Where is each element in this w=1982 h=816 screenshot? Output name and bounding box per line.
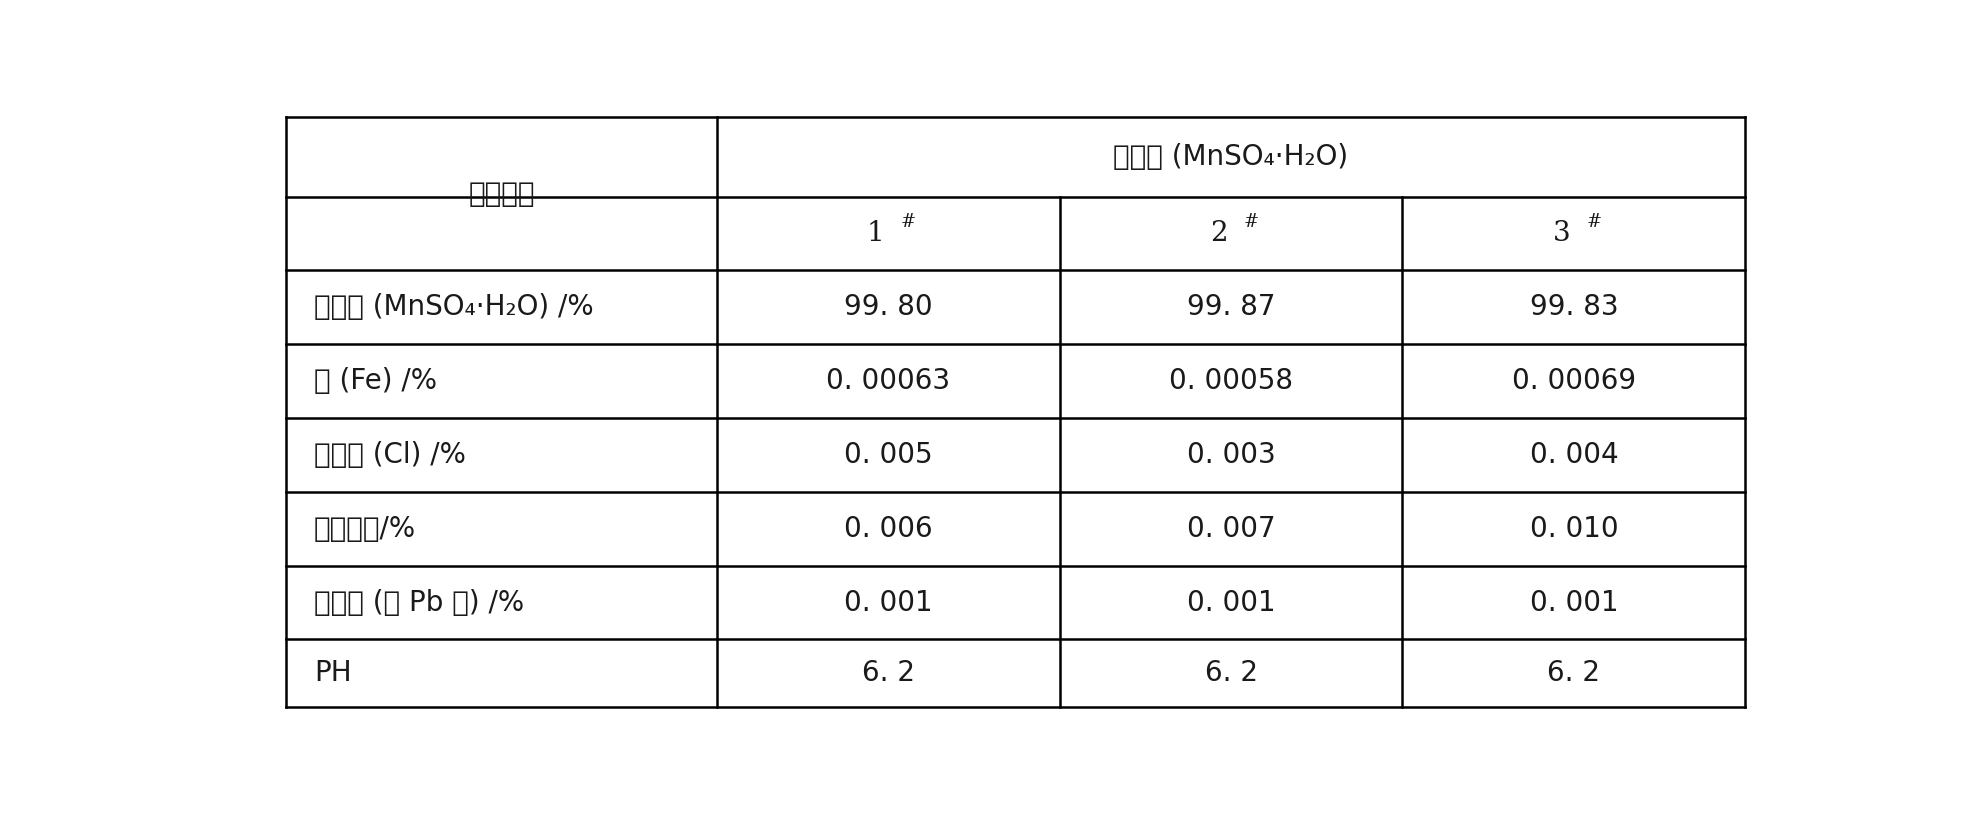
- Text: 0. 001: 0. 001: [1187, 588, 1274, 617]
- Text: 0. 003: 0. 003: [1187, 441, 1274, 469]
- Text: 硫酸锰 (MnSO₄·H₂O) /%: 硫酸锰 (MnSO₄·H₂O) /%: [313, 293, 593, 322]
- Text: 99. 87: 99. 87: [1187, 293, 1274, 322]
- Text: 0. 005: 0. 005: [844, 441, 932, 469]
- Text: 0. 007: 0. 007: [1187, 515, 1274, 543]
- Text: 氯化物 (Cl) /%: 氯化物 (Cl) /%: [313, 441, 466, 469]
- Text: 指标项目: 指标项目: [468, 180, 535, 207]
- Text: 铁 (Fe) /%: 铁 (Fe) /%: [313, 367, 436, 395]
- Text: #: #: [1243, 213, 1259, 231]
- Text: 0. 004: 0. 004: [1530, 441, 1617, 469]
- Text: 6. 2: 6. 2: [1548, 659, 1599, 687]
- Text: 硫酸锰 (MnSO₄·H₂O): 硫酸锰 (MnSO₄·H₂O): [1114, 143, 1348, 171]
- Text: 0. 00069: 0. 00069: [1512, 367, 1635, 395]
- Text: 99. 83: 99. 83: [1530, 293, 1617, 322]
- Text: 2: 2: [1209, 220, 1227, 247]
- Text: 0. 00063: 0. 00063: [826, 367, 949, 395]
- Text: 0. 001: 0. 001: [1530, 588, 1617, 617]
- Text: 0. 010: 0. 010: [1530, 515, 1617, 543]
- Text: #: #: [900, 213, 916, 231]
- Text: 重金属 (以 Pb 计) /%: 重金属 (以 Pb 计) /%: [313, 588, 523, 617]
- Text: 0. 006: 0. 006: [844, 515, 932, 543]
- Text: 0. 001: 0. 001: [844, 588, 932, 617]
- Text: 99. 80: 99. 80: [844, 293, 932, 322]
- Text: 1: 1: [866, 220, 884, 247]
- Text: PH: PH: [313, 659, 351, 687]
- Text: 3: 3: [1552, 220, 1570, 247]
- Text: 6. 2: 6. 2: [862, 659, 914, 687]
- Text: 0. 00058: 0. 00058: [1169, 367, 1292, 395]
- Text: 6. 2: 6. 2: [1205, 659, 1257, 687]
- Text: #: #: [1586, 213, 1601, 231]
- Text: 水不溶物/%: 水不溶物/%: [313, 515, 416, 543]
